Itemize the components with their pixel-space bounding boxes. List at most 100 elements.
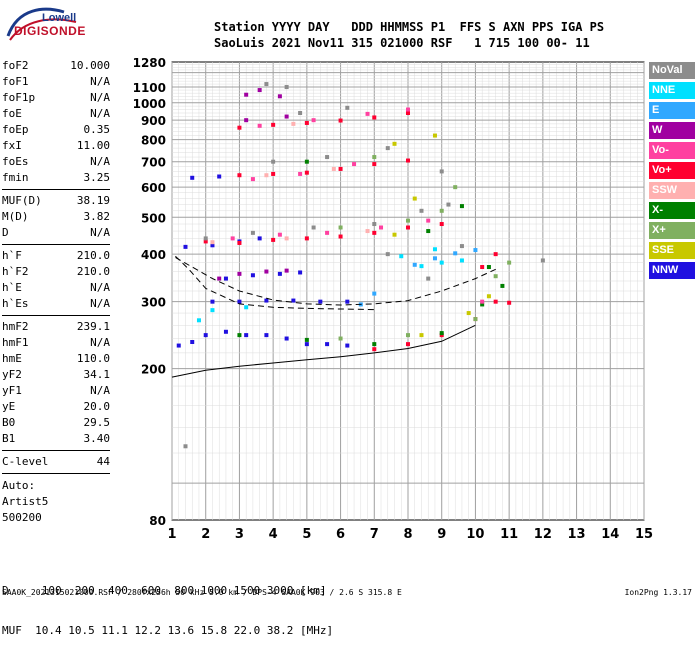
- data-point-w: [264, 269, 269, 274]
- data-point-vo: [304, 120, 309, 125]
- data-point-e: [432, 256, 437, 261]
- data-point-x: [406, 333, 410, 338]
- param-name: foEp: [2, 123, 29, 136]
- data-point-nnw: [223, 329, 228, 334]
- data-point-noval: [264, 82, 269, 87]
- param-row: foF1 N/A: [2, 74, 110, 90]
- data-point-w: [284, 268, 289, 273]
- y-tick-label: 400: [141, 248, 166, 262]
- data-point-nne: [432, 247, 437, 252]
- y-tick-label: 800: [141, 134, 166, 148]
- data-point-vo: [203, 239, 208, 244]
- data-point-vo: [406, 158, 410, 163]
- param-row: yF1 N/A: [2, 383, 110, 399]
- data-point-nnw: [257, 236, 262, 241]
- data-point-noval: [203, 236, 208, 241]
- data-point-vo: [304, 236, 309, 241]
- param-value: 3.25: [83, 171, 111, 184]
- param-value: 239.1: [76, 320, 110, 333]
- param-row: foEs N/A: [2, 154, 110, 170]
- data-point-nnw: [298, 270, 303, 275]
- param-row: foF2 10.000: [2, 58, 110, 74]
- legend-item-vo: Vo+: [649, 162, 695, 179]
- param-row: fxI 11.00: [2, 138, 110, 154]
- legend-item-vo: Vo-: [649, 142, 695, 159]
- x-tick-label: 12: [534, 527, 552, 542]
- data-point-vo: [372, 162, 377, 167]
- param-row: fmin 3.25: [2, 170, 110, 186]
- x-tick-label: 11: [500, 527, 518, 542]
- data-point-sse: [486, 294, 491, 299]
- data-point-e: [453, 251, 458, 256]
- data-point-vo: [311, 118, 316, 123]
- x-tick-label: 4: [269, 527, 278, 542]
- data-point-ssw: [210, 240, 215, 245]
- data-point-x: [473, 317, 478, 322]
- data-point-vo: [379, 225, 384, 230]
- param-row: yE 20.0: [2, 399, 110, 415]
- param-row: h`F 210.0: [2, 248, 110, 264]
- param-separator: [2, 473, 110, 474]
- param-value: N/A: [90, 297, 110, 310]
- data-point-x: [406, 218, 410, 223]
- x-tick-label: 9: [437, 527, 446, 542]
- data-point-vo: [439, 333, 444, 338]
- data-point-nnw: [304, 342, 309, 347]
- data-point-ssw: [331, 166, 336, 171]
- param-separator: [2, 189, 110, 190]
- data-point-x: [372, 342, 377, 347]
- data-point-vo: [493, 252, 498, 257]
- data-point-x: [338, 336, 343, 341]
- data-point-noval: [540, 258, 545, 263]
- data-point-w: [284, 114, 289, 119]
- data-point-vo: [304, 170, 309, 175]
- param-name: foF1p: [2, 91, 36, 104]
- x-tick-label: 13: [568, 527, 586, 542]
- data-point-vo: [298, 171, 303, 176]
- param-name: hmF2: [2, 320, 29, 333]
- legend-item-x: X+: [649, 222, 695, 239]
- param-value: 210.0: [76, 249, 110, 262]
- data-point-nnw: [284, 336, 289, 341]
- data-point-vo: [277, 232, 282, 237]
- data-point-nnw: [277, 271, 282, 276]
- data-point-vo: [237, 240, 242, 245]
- data-point-noval: [419, 208, 424, 213]
- data-point-ssw: [291, 121, 296, 126]
- param-name: h`E: [2, 281, 22, 294]
- param-row: foE N/A: [2, 106, 110, 122]
- autoscaling-label: Auto:: [2, 479, 36, 492]
- x-tick-label: 10: [466, 527, 484, 542]
- param-name: fxI: [2, 139, 22, 152]
- data-point-nnw: [325, 342, 330, 347]
- param-value: 44: [96, 455, 110, 468]
- data-point-vo: [426, 218, 431, 223]
- data-point-ssw: [264, 173, 269, 178]
- data-point-vo: [325, 230, 330, 235]
- data-point-e: [372, 291, 377, 296]
- data-point-sse: [466, 311, 471, 316]
- param-separator: [2, 450, 110, 451]
- param-value: 3.40: [83, 432, 111, 445]
- data-point-x: [486, 265, 491, 270]
- param-row: hmF2 239.1: [2, 319, 110, 335]
- data-point-nne: [210, 308, 215, 313]
- param-name: M(D): [2, 210, 29, 223]
- param-name: hmF1: [2, 336, 29, 349]
- x-tick-label: 14: [601, 527, 619, 542]
- data-point-x: [480, 302, 485, 307]
- param-row: D N/A: [2, 225, 110, 241]
- data-point-vo: [493, 299, 498, 304]
- data-point-nnw: [237, 299, 242, 304]
- data-point-nnw: [176, 343, 181, 348]
- param-name: B1: [2, 432, 16, 445]
- data-point-vo: [372, 230, 377, 235]
- param-row: yF2 34.1: [2, 367, 110, 383]
- param-row: foEp 0.35: [2, 122, 110, 138]
- lowell-digisonde-logo: Lowell DIGISONDE: [4, 6, 85, 48]
- param-name: yF2: [2, 368, 22, 381]
- data-point-nnw: [264, 298, 269, 303]
- param-value: N/A: [90, 336, 110, 349]
- param-name: h`Es: [2, 297, 29, 310]
- data-point-x: [500, 283, 505, 288]
